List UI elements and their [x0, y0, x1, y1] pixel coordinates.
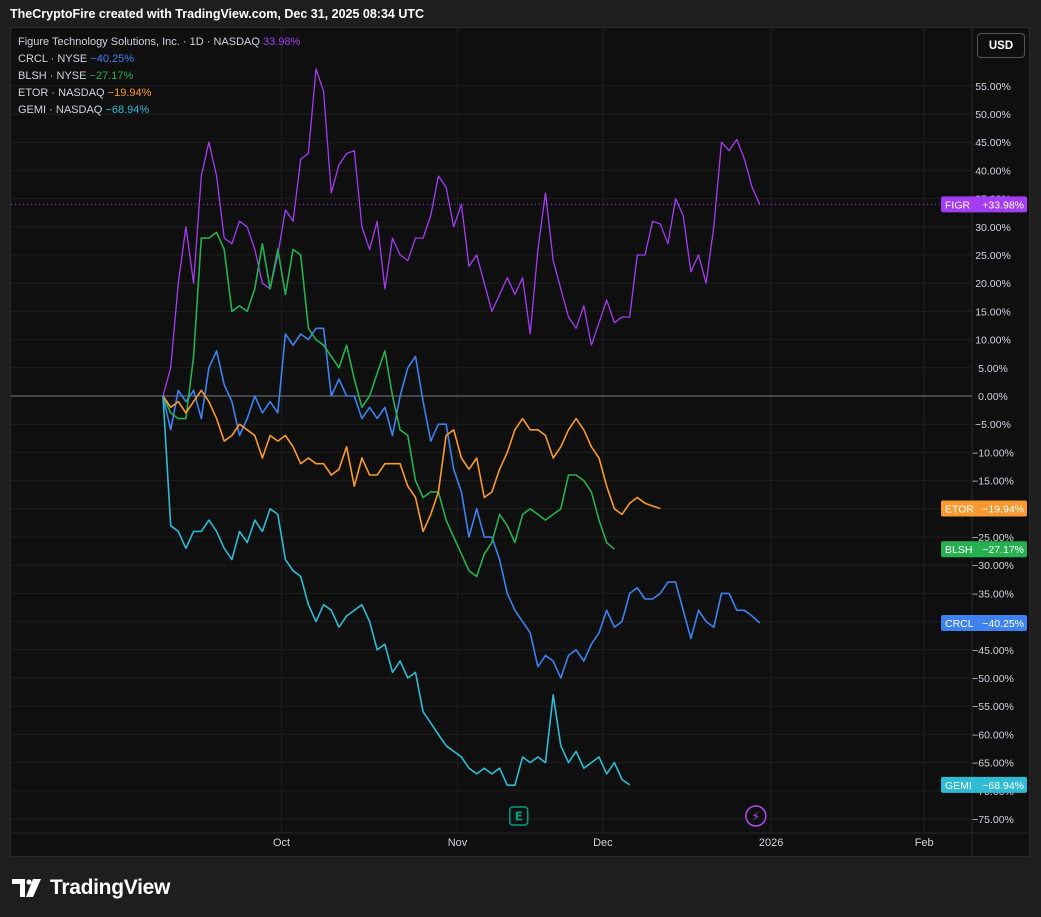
- series-layer: [11, 68, 972, 787]
- currency-button[interactable]: USD: [977, 33, 1025, 58]
- y-axis[interactable]: 55.00%50.00%45.00%40.00%35.00%30.00%25.0…: [972, 81, 1014, 826]
- legend: Figure Technology Solutions, Inc. · 1D ·…: [18, 34, 300, 119]
- price-tag-symbol: CRCL: [945, 618, 974, 630]
- earnings-marker: E: [508, 806, 529, 826]
- price-tag-symbol: FIGR: [945, 199, 970, 211]
- price-tag-value: −27.17%: [982, 544, 1024, 556]
- split-marker: ⚡: [745, 805, 767, 827]
- series-line-gemi: [162, 395, 631, 787]
- y-tick-label: −50.00%: [972, 673, 1014, 685]
- x-tick-label: Dec: [593, 837, 613, 849]
- legend-label: CRCL · NYSE: [18, 53, 91, 65]
- series-line-crcl: [162, 327, 761, 679]
- series-line-blsh: [162, 231, 615, 578]
- legend-item-gemi[interactable]: GEMI · NASDAQ −68.94%: [18, 102, 300, 119]
- y-tick-label: 30.00%: [975, 222, 1011, 234]
- price-tag-blsh: BLSH −27.17%: [941, 541, 1027, 558]
- price-tag-bg: [941, 196, 1027, 213]
- legend-item-crcl[interactable]: CRCL · NYSE −40.25%: [18, 51, 300, 68]
- y-tick-label: −35.00%: [972, 588, 1014, 600]
- y-tick-label: 0.00%: [978, 391, 1008, 403]
- tradingview-logo: TradingView: [12, 876, 170, 900]
- price-tag-value: −68.94%: [982, 780, 1024, 792]
- chart-panel[interactable]: 55.00%50.00%45.00%40.00%35.00%30.00%25.0…: [10, 27, 1030, 857]
- y-tick-label: −60.00%: [972, 729, 1014, 741]
- price-tag-symbol: BLSH: [945, 544, 972, 556]
- y-tick-label: 40.00%: [975, 165, 1011, 177]
- y-tick-label: 45.00%: [975, 137, 1011, 149]
- y-tick-label: 5.00%: [978, 363, 1008, 375]
- chart-canvas[interactable]: 55.00%50.00%45.00%40.00%35.00%30.00%25.0…: [11, 28, 1031, 858]
- y-tick-label: −55.00%: [972, 701, 1014, 713]
- earnings-icon: [508, 806, 529, 826]
- legend-value: −27.17%: [89, 70, 134, 82]
- y-tick-label: −5.00%: [975, 419, 1011, 431]
- y-tick-label: −25.00%: [972, 532, 1014, 544]
- y-tick-label: −65.00%: [972, 758, 1014, 770]
- grid: [11, 28, 1030, 857]
- price-tag-crcl: CRCL −40.25%: [941, 615, 1027, 632]
- y-tick-label: −30.00%: [972, 560, 1014, 572]
- price-tag-figr: FIGR +33.98%: [941, 196, 1027, 213]
- price-tag-value: −40.25%: [982, 618, 1024, 630]
- legend-item-blsh[interactable]: BLSH · NYSE −27.17%: [18, 68, 300, 85]
- price-tag-symbol: ETOR: [945, 503, 974, 515]
- legend-value: −68.94%: [105, 104, 150, 116]
- y-tick-label: 15.00%: [975, 306, 1011, 318]
- lightning-icon: [745, 805, 767, 827]
- series-line-etor: [162, 389, 661, 533]
- price-tag-bg: [941, 776, 1027, 793]
- price-tag-etor: ETOR −19.94%: [941, 500, 1027, 517]
- brand-name: TradingView: [50, 876, 171, 899]
- legend-label: Figure Technology Solutions, Inc. · 1D ·…: [18, 36, 263, 48]
- event-markers: E ⚡: [508, 805, 767, 827]
- legend-value: 33.98%: [262, 36, 301, 48]
- legend-value: −19.94%: [107, 87, 152, 99]
- y-tick-label: 50.00%: [975, 109, 1011, 121]
- price-tag-bg: [941, 615, 1027, 632]
- earnings-symbol: E: [515, 810, 523, 824]
- y-tick-label: −75.00%: [972, 814, 1014, 826]
- y-tick-label: 10.00%: [975, 335, 1011, 347]
- legend-label: ETOR · NASDAQ: [18, 87, 108, 99]
- price-tag-symbol: GEMI: [945, 780, 972, 792]
- y-tick-label: 20.00%: [975, 278, 1011, 290]
- y-tick-label: −45.00%: [972, 645, 1014, 657]
- y-tick-label: −10.00%: [972, 447, 1014, 459]
- header-attribution: TheCryptoFire created with TradingView.c…: [10, 7, 425, 21]
- x-tick-label: Feb: [915, 837, 934, 849]
- price-tag-gemi: GEMI −68.94%: [941, 776, 1027, 793]
- price-tag-bg: [941, 500, 1027, 517]
- y-tick-label: 55.00%: [975, 81, 1011, 93]
- price-tag-value: +33.98%: [982, 199, 1024, 211]
- x-tick-label: Oct: [273, 837, 290, 849]
- price-tags: FIGR +33.98% CRCL −40.25% BLSH −27.17% ETOR −19…: [941, 196, 1027, 793]
- price-tag-bg: [941, 541, 1027, 558]
- x-tick-label: Nov: [448, 837, 468, 849]
- legend-item-figr[interactable]: Figure Technology Solutions, Inc. · 1D ·…: [18, 34, 300, 51]
- y-tick-label: 25.00%: [975, 250, 1011, 262]
- x-tick-label: 2026: [759, 837, 783, 849]
- tradingview-logo-icon: [12, 879, 41, 897]
- price-tag-value: −19.94%: [982, 503, 1024, 515]
- split-symbol: ⚡: [752, 810, 760, 824]
- legend-label: GEMI · NASDAQ: [18, 104, 106, 116]
- legend-label: BLSH · NYSE: [18, 70, 90, 82]
- x-axis[interactable]: Oct Nov Dec 2026 Feb: [273, 837, 934, 849]
- y-tick-label: −15.00%: [972, 476, 1014, 488]
- series-line-figr: [162, 68, 761, 397]
- legend-value: −40.25%: [90, 53, 135, 65]
- legend-item-etor[interactable]: ETOR · NASDAQ −19.94%: [18, 85, 300, 102]
